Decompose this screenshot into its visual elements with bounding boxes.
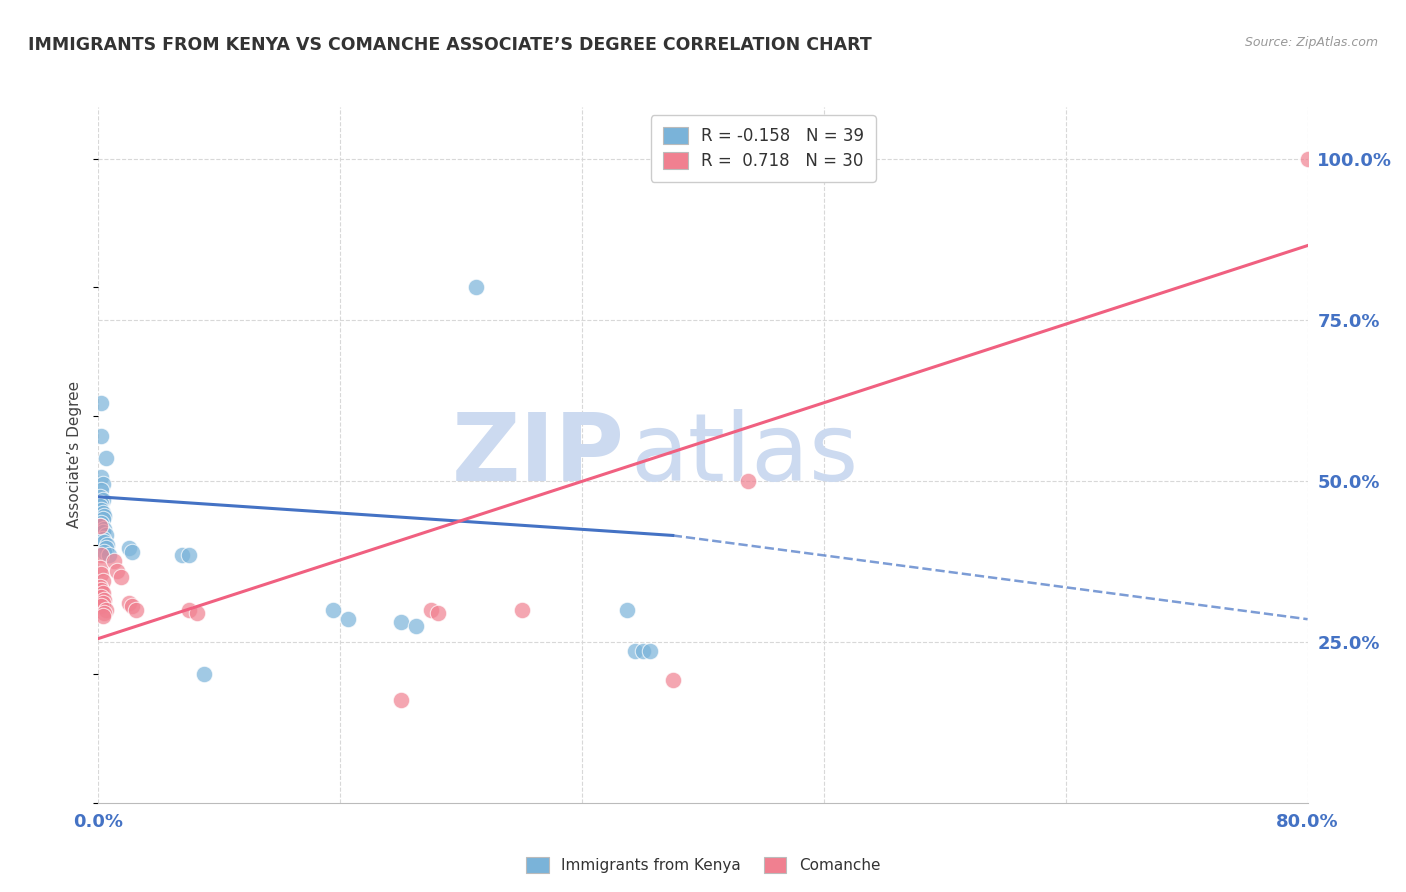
Point (90, 548, 112, 562)
Point (93, 534, 115, 549)
Point (186, 606, 208, 620)
Point (98, 548, 121, 562)
Point (90, 516, 112, 530)
Point (91, 512, 114, 526)
Point (91, 506, 114, 520)
Point (91, 596, 114, 610)
Point (125, 602, 148, 616)
Point (389, 615, 412, 630)
Point (662, 673, 685, 688)
Point (170, 548, 193, 562)
Text: ZIP: ZIP (451, 409, 624, 501)
Point (93, 509, 115, 524)
Point (179, 602, 201, 616)
Point (121, 544, 143, 558)
Point (465, 280, 488, 294)
Point (737, 474, 759, 488)
Point (94, 541, 117, 556)
Point (93, 522, 115, 536)
Point (90, 428, 112, 442)
Legend: Immigrants from Kenya, Comanche: Immigrants from Kenya, Comanche (513, 846, 893, 886)
Text: IMMIGRANTS FROM KENYA VS COMANCHE ASSOCIATE’S DEGREE CORRELATION CHART: IMMIGRANTS FROM KENYA VS COMANCHE ASSOCI… (28, 36, 872, 54)
Point (322, 602, 344, 616)
Point (616, 602, 638, 616)
Point (94, 602, 117, 616)
Point (89, 518, 111, 533)
Point (90, 396, 112, 410)
Point (94, 528, 117, 542)
Point (89, 500, 111, 514)
Point (90, 583, 112, 598)
Point (121, 599, 143, 614)
Point (510, 602, 533, 616)
Point (89, 580, 111, 594)
Point (90, 599, 112, 614)
Y-axis label: Associate’s Degree: Associate’s Degree (67, 382, 83, 528)
Text: atlas: atlas (630, 409, 859, 501)
Point (105, 564, 128, 578)
Point (90, 502, 112, 516)
Point (420, 602, 443, 616)
Point (193, 667, 215, 681)
Point (90, 567, 112, 582)
Point (91, 609, 114, 624)
Point (103, 554, 125, 568)
Point (90, 483, 112, 498)
Point (93, 606, 115, 620)
Point (93, 544, 115, 558)
Point (389, 692, 412, 706)
Point (336, 612, 359, 626)
Point (624, 644, 647, 658)
Point (118, 596, 141, 610)
Point (89, 560, 111, 574)
Point (1296, 152, 1319, 166)
Point (93, 592, 115, 607)
Point (427, 606, 450, 620)
Point (90, 590, 112, 604)
Point (118, 541, 141, 556)
Point (91, 574, 114, 588)
Point (405, 618, 427, 632)
Point (91, 493, 114, 508)
Point (110, 570, 132, 584)
Point (89, 490, 111, 504)
Point (179, 548, 201, 562)
Text: Source: ZipAtlas.com: Source: ZipAtlas.com (1244, 36, 1378, 49)
Point (631, 644, 654, 658)
Point (90, 496, 112, 510)
Point (91, 586, 114, 600)
Point (91, 532, 114, 546)
Point (90, 470, 112, 484)
Point (89, 518, 111, 533)
Point (91, 525, 114, 540)
Point (91, 476, 114, 491)
Point (94, 451, 117, 466)
Point (638, 644, 661, 658)
Point (96, 538, 118, 552)
